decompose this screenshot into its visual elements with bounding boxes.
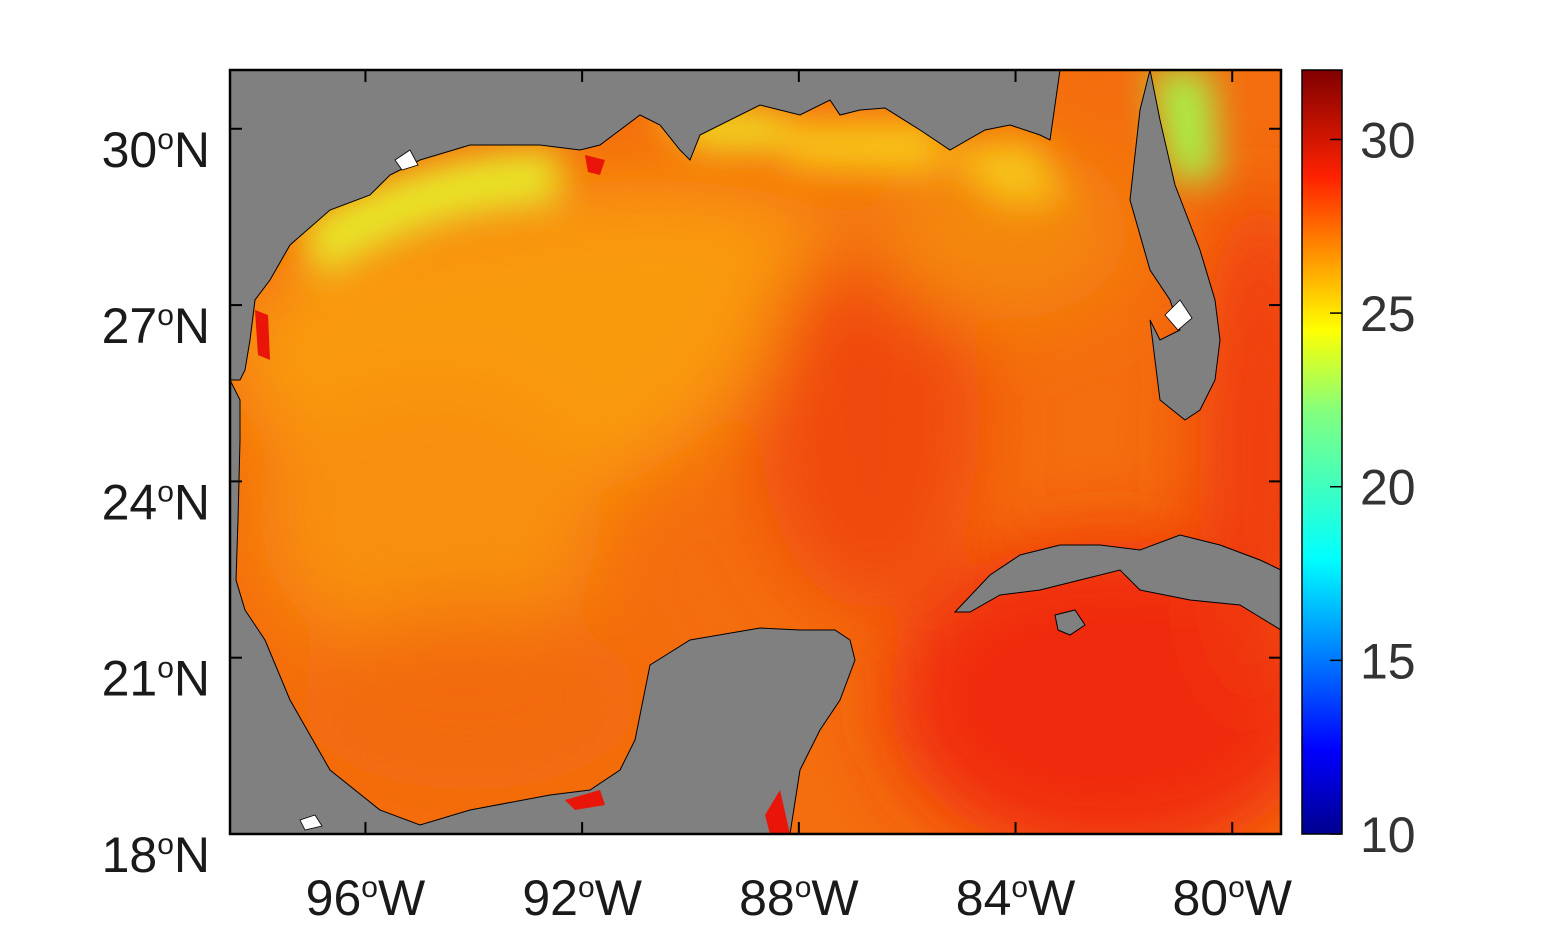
lon-tick-label: 92oW	[522, 870, 642, 926]
colorbar-tick-label: 15	[1360, 633, 1416, 689]
lon-tick-label: 80oW	[1172, 870, 1292, 926]
temperature-gradients	[230, 140, 1281, 834]
plot-frame	[228, 68, 1283, 836]
colorbar-tick-label: 10	[1360, 807, 1416, 863]
colorbar	[1301, 69, 1343, 835]
small-islands	[299, 149, 1193, 831]
cuba	[953, 534, 1281, 631]
isla-de-la-juventud	[1054, 609, 1086, 636]
colorbar-tick-label: 20	[1360, 460, 1416, 516]
colorbar-ticks: 30 25 20 15 10	[1330, 112, 1416, 863]
longitude-axis: 96oW 92oW 88oW 84oW 80oW	[306, 70, 1293, 926]
latitude-axis: 30oN 27oN 24oN 21oN 18oN	[102, 122, 1281, 883]
lat-tick-label: 24oN	[102, 474, 210, 530]
colorbar-tick-label: 30	[1360, 112, 1416, 168]
lon-tick-label: 88oW	[739, 870, 859, 926]
lat-tick-label: 18oN	[102, 827, 210, 883]
lat-tick-label: 30oN	[102, 122, 210, 178]
us-coast	[230, 70, 1221, 421]
lat-tick-label: 27oN	[102, 298, 210, 354]
warm-coastal-patches	[255, 155, 790, 834]
lat-tick-label: 21oN	[102, 651, 210, 707]
lon-tick-label: 96oW	[306, 870, 426, 926]
lon-tick-label: 84oW	[956, 870, 1076, 926]
mexico-land	[230, 379, 856, 834]
map-plot-area	[230, 70, 1281, 834]
coastal-cool-water	[300, 70, 1220, 280]
colorbar-tick-label: 25	[1360, 286, 1416, 342]
land-masses	[230, 70, 1281, 834]
